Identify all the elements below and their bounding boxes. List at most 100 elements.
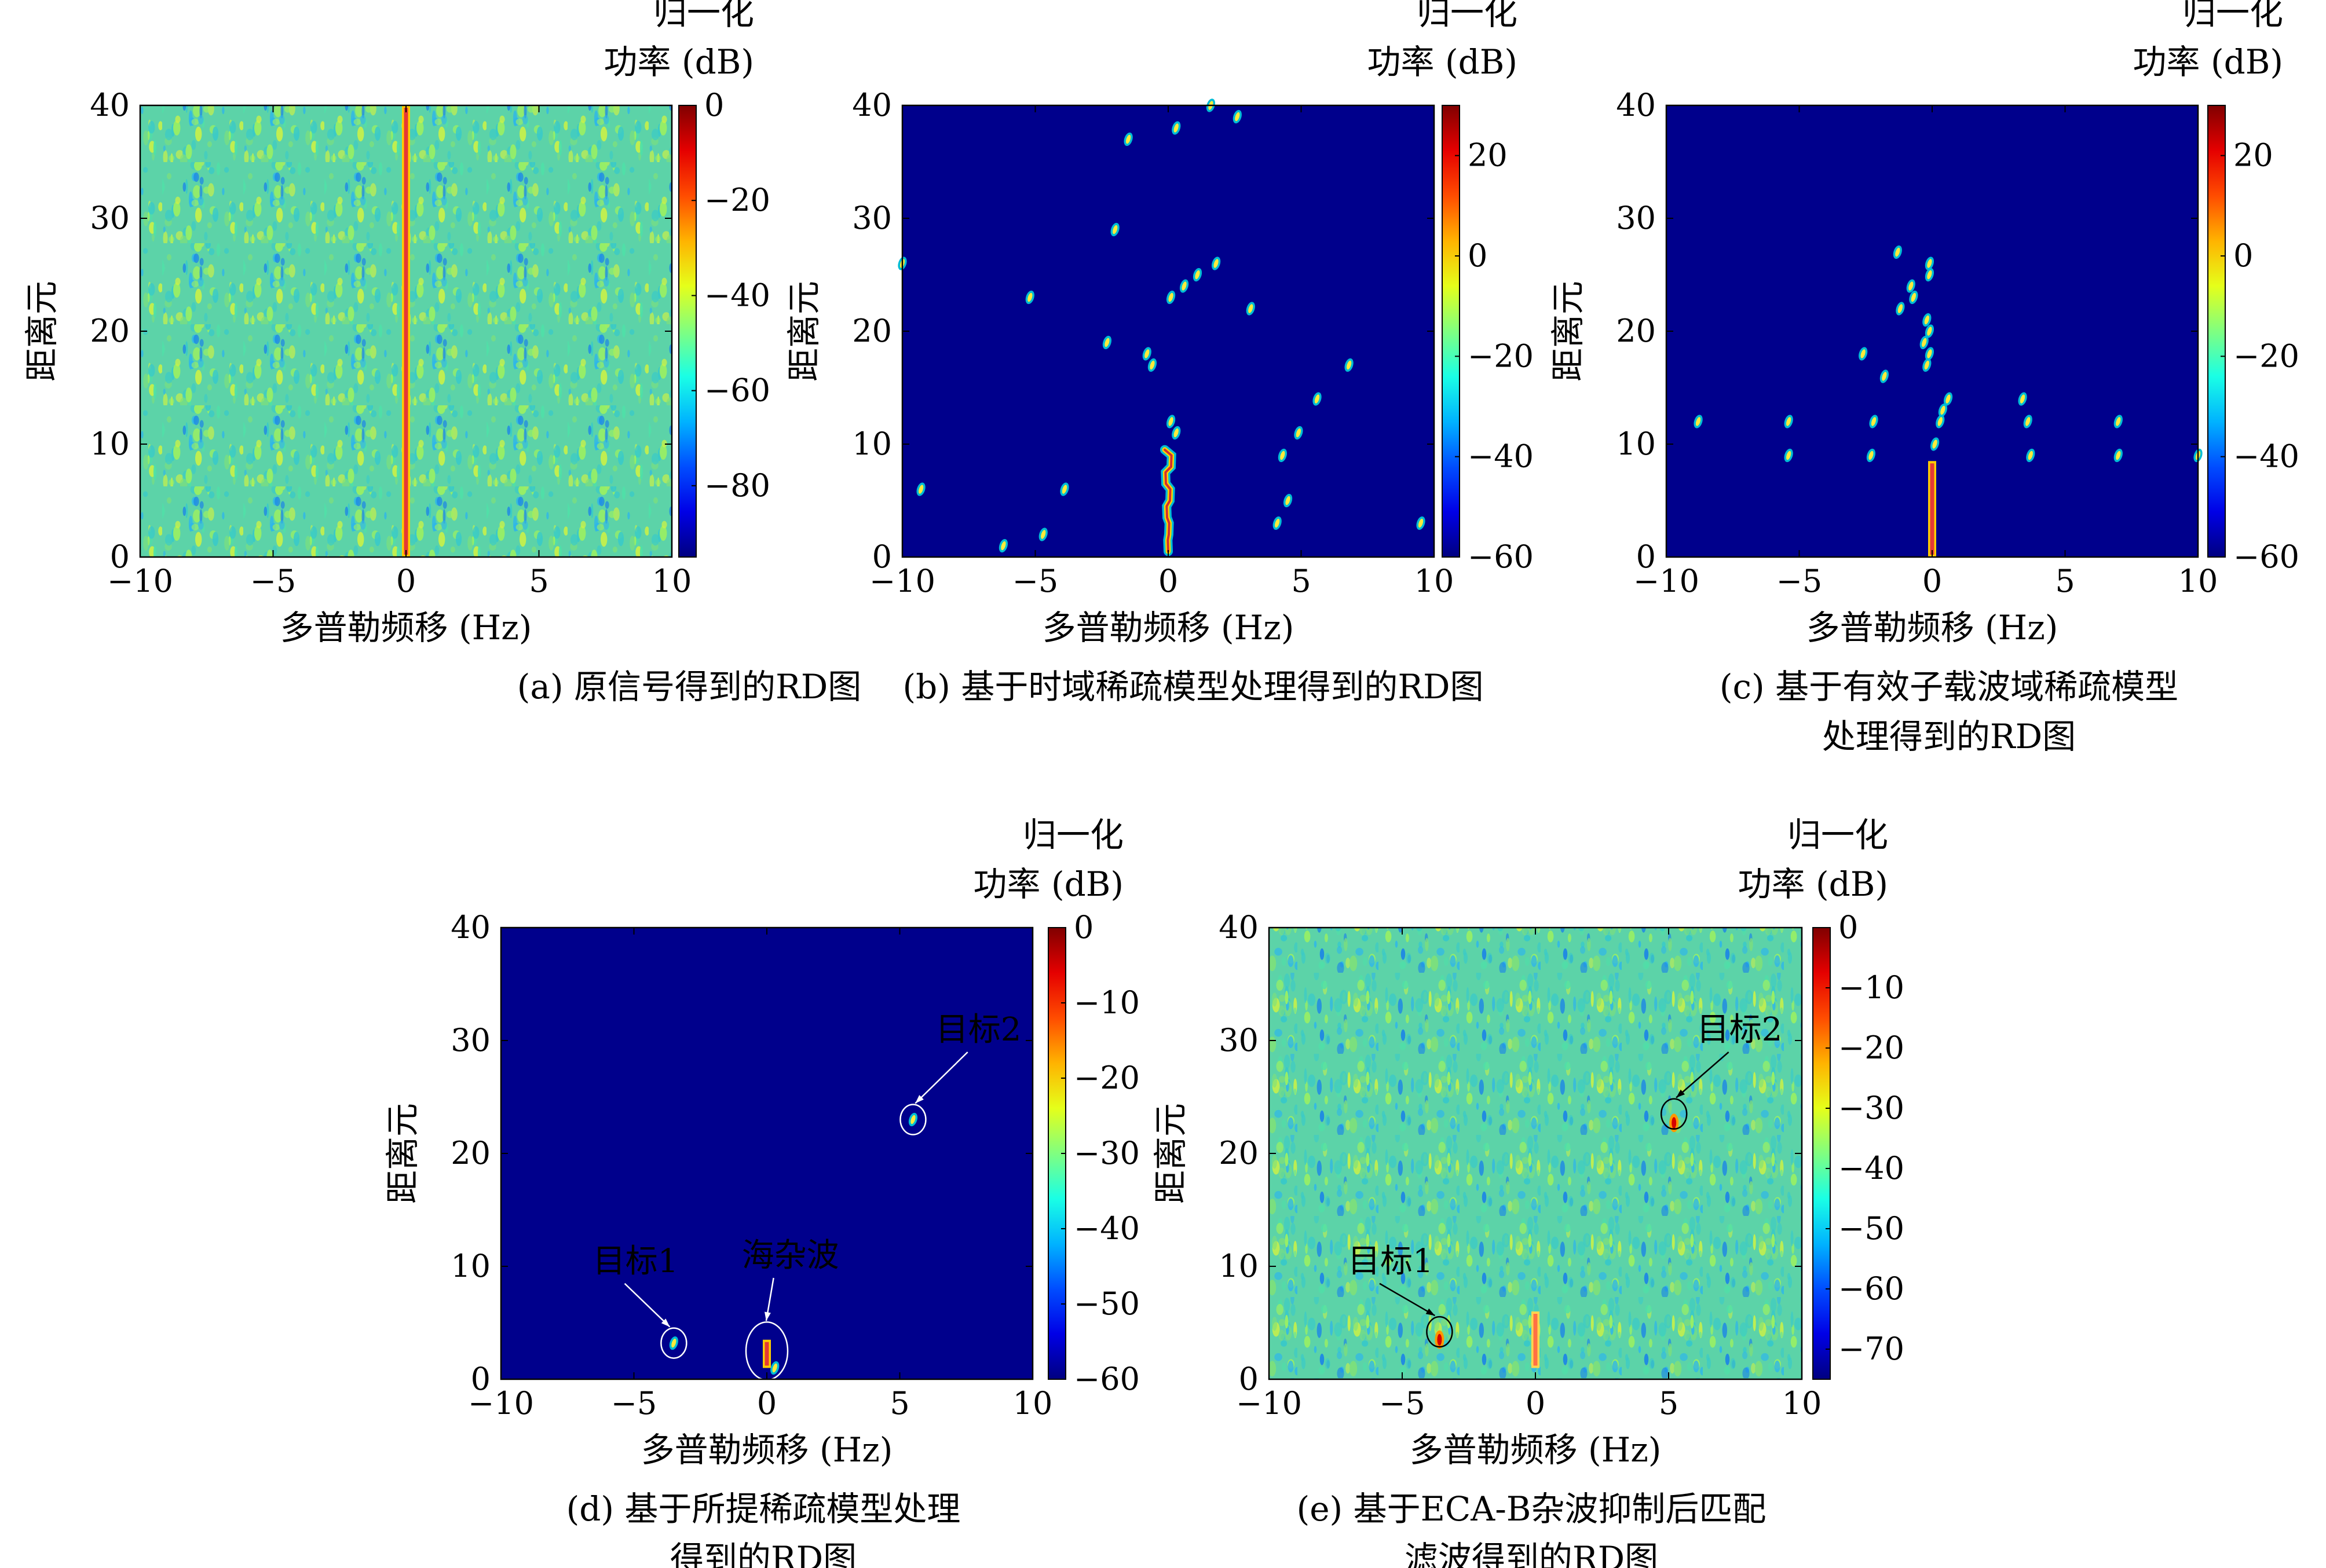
annotation-arrow xyxy=(1379,1283,1436,1317)
sparse-point-core xyxy=(1195,270,1200,280)
sparse-point-core xyxy=(1213,259,1219,268)
panel-caption: 处理得到的RD图 xyxy=(1822,717,2076,756)
x-tick-label: 5 xyxy=(1291,563,1311,599)
sparse-point-core xyxy=(1418,518,1424,528)
clutter-ridge-core xyxy=(765,1342,769,1366)
sparse-point-core xyxy=(1235,112,1240,122)
annotation-label: 目标1 xyxy=(593,1243,679,1280)
sparse-point-core xyxy=(1908,281,1914,291)
sparse-point-core xyxy=(1296,428,1301,438)
x-tick-label: −10 xyxy=(1236,1385,1302,1422)
sparse-point-core xyxy=(918,485,924,494)
colorbar-tick-label: −40 xyxy=(1074,1210,1140,1247)
y-tick-label: 40 xyxy=(1219,909,1259,946)
y-tick-label: 30 xyxy=(1219,1022,1259,1058)
annotation-arrowhead xyxy=(765,1311,771,1321)
colorbar-title: 归一化 xyxy=(2182,0,2283,32)
sparse-point-core xyxy=(772,1363,777,1373)
target-point-core xyxy=(1437,1333,1442,1346)
annotation-label: 海杂波 xyxy=(742,1237,839,1274)
colorbar-title: 归一化 xyxy=(1417,0,1517,32)
sparse-point-core xyxy=(1924,315,1929,325)
colorbar-title: 归一化 xyxy=(653,0,754,32)
panel-caption: 滤波得到的RD图 xyxy=(1405,1539,1658,1568)
y-tick-label: 40 xyxy=(451,909,491,946)
sparse-point-core xyxy=(1280,450,1285,460)
x-tick-label: −5 xyxy=(1379,1385,1425,1422)
annotation-label: 目标1 xyxy=(1348,1243,1433,1280)
colorbar-title: 功率 (dB) xyxy=(1738,864,1888,904)
y-axis-label: 距离元 xyxy=(383,1103,422,1204)
annotation-ellipse xyxy=(899,1104,927,1135)
sparse-point-core xyxy=(671,1338,676,1348)
annotation-arrowhead xyxy=(661,1318,670,1327)
sparse-point-core xyxy=(1695,417,1701,426)
colorbar-tick-label: −60 xyxy=(1838,1270,1904,1307)
x-tick-label: 10 xyxy=(652,563,692,599)
y-tick-label: 40 xyxy=(90,87,130,123)
panel-caption: (b) 基于时域稀疏模型处理得到的RD图 xyxy=(903,667,1484,706)
sparse-point-core xyxy=(1173,123,1179,133)
clutter-ridge-core xyxy=(1533,1314,1538,1366)
panel-a: −10 −5 0 5 10 0 10 20 30 40 多普勒频移 (Hz) 距离元 0 −20 −40 −6… xyxy=(22,0,861,706)
sparse-point-core xyxy=(910,1115,916,1124)
x-tick-label: 10 xyxy=(1782,1385,1822,1422)
colorbar-tick-label: −40 xyxy=(1468,438,1534,475)
x-tick-label: 0 xyxy=(1526,1385,1545,1422)
x-tick-label: 0 xyxy=(396,563,416,599)
y-tick-label: 30 xyxy=(1616,200,1656,236)
y-tick-label: 40 xyxy=(852,87,892,123)
y-tick-label: 20 xyxy=(90,313,130,349)
x-axis-label: 多普勒频移 (Hz) xyxy=(641,1430,893,1470)
clutter-ridge-core xyxy=(1930,463,1934,555)
x-tick-label: −5 xyxy=(250,563,297,599)
sparse-point-core xyxy=(1001,541,1006,551)
x-tick-label: 0 xyxy=(757,1385,777,1422)
sparse-point-core xyxy=(1027,292,1033,302)
x-tick-label: 5 xyxy=(890,1385,909,1422)
colorbar-tick-label: −60 xyxy=(704,372,770,409)
y-axis-label: 距离元 xyxy=(1151,1103,1190,1204)
clutter-ridge-core xyxy=(1164,448,1173,553)
colorbar-tick-label: −40 xyxy=(1838,1150,1904,1186)
sparse-point-core xyxy=(1927,327,1932,336)
sparse-point-core xyxy=(1868,450,1874,460)
colorbar-tick-label: −10 xyxy=(1838,969,1904,1006)
x-tick-label: −10 xyxy=(107,563,173,599)
sparse-point-core xyxy=(1911,292,1917,302)
annotation-ellipse xyxy=(1660,1098,1688,1130)
sparse-point-core xyxy=(1275,518,1280,528)
sparse-point-core xyxy=(1937,417,1943,426)
annotation-arrow xyxy=(915,1052,968,1104)
colorbar-tick-label: 0 xyxy=(1074,909,1093,946)
panel-caption: (e) 基于ECA-B杂波抑制后匹配 xyxy=(1297,1489,1767,1529)
annotation-arrowhead xyxy=(1425,1308,1435,1316)
x-tick-label: 0 xyxy=(1158,563,1178,599)
colorbar xyxy=(1812,927,1831,1380)
panel-caption: (d) 基于所提稀疏模型处理 xyxy=(566,1489,961,1529)
y-tick-label: 0 xyxy=(110,538,130,575)
sparse-point-core xyxy=(2116,450,2121,460)
colorbar-tick-label: −60 xyxy=(1468,538,1534,575)
sparse-point-core xyxy=(1895,247,1900,257)
sparse-point-core xyxy=(1927,270,1932,280)
colorbar-tick-label: −40 xyxy=(704,277,770,313)
y-axis-label: 距离元 xyxy=(784,281,824,382)
y-tick-label: 0 xyxy=(872,538,892,575)
x-tick-label: 10 xyxy=(1013,1385,1053,1422)
sparse-point-core xyxy=(2116,417,2121,426)
panel-c: −10 −5 0 5 10 0 10 20 30 40 多普勒频移 (Hz) 距离元 20 0 −20 −40… xyxy=(1548,0,2299,756)
colorbar-tick-label: −20 xyxy=(2233,338,2299,374)
panel-caption: 得到的RD图 xyxy=(670,1539,857,1568)
annotation-arrow xyxy=(1676,1052,1729,1098)
sparse-point-core xyxy=(1041,530,1046,539)
x-tick-label: 10 xyxy=(2178,563,2218,599)
sparse-point-core xyxy=(1924,360,1929,370)
x-tick-label: −10 xyxy=(468,1385,534,1422)
colorbar-tick-label: −50 xyxy=(1838,1210,1904,1247)
clutter-ridge-core xyxy=(404,108,408,555)
panel-caption: (c) 基于有效子载波域稀疏模型 xyxy=(1720,667,2178,706)
colorbar xyxy=(1442,105,1460,558)
annotation-arrowhead xyxy=(1676,1089,1685,1098)
sparse-point-core xyxy=(2028,450,2033,460)
